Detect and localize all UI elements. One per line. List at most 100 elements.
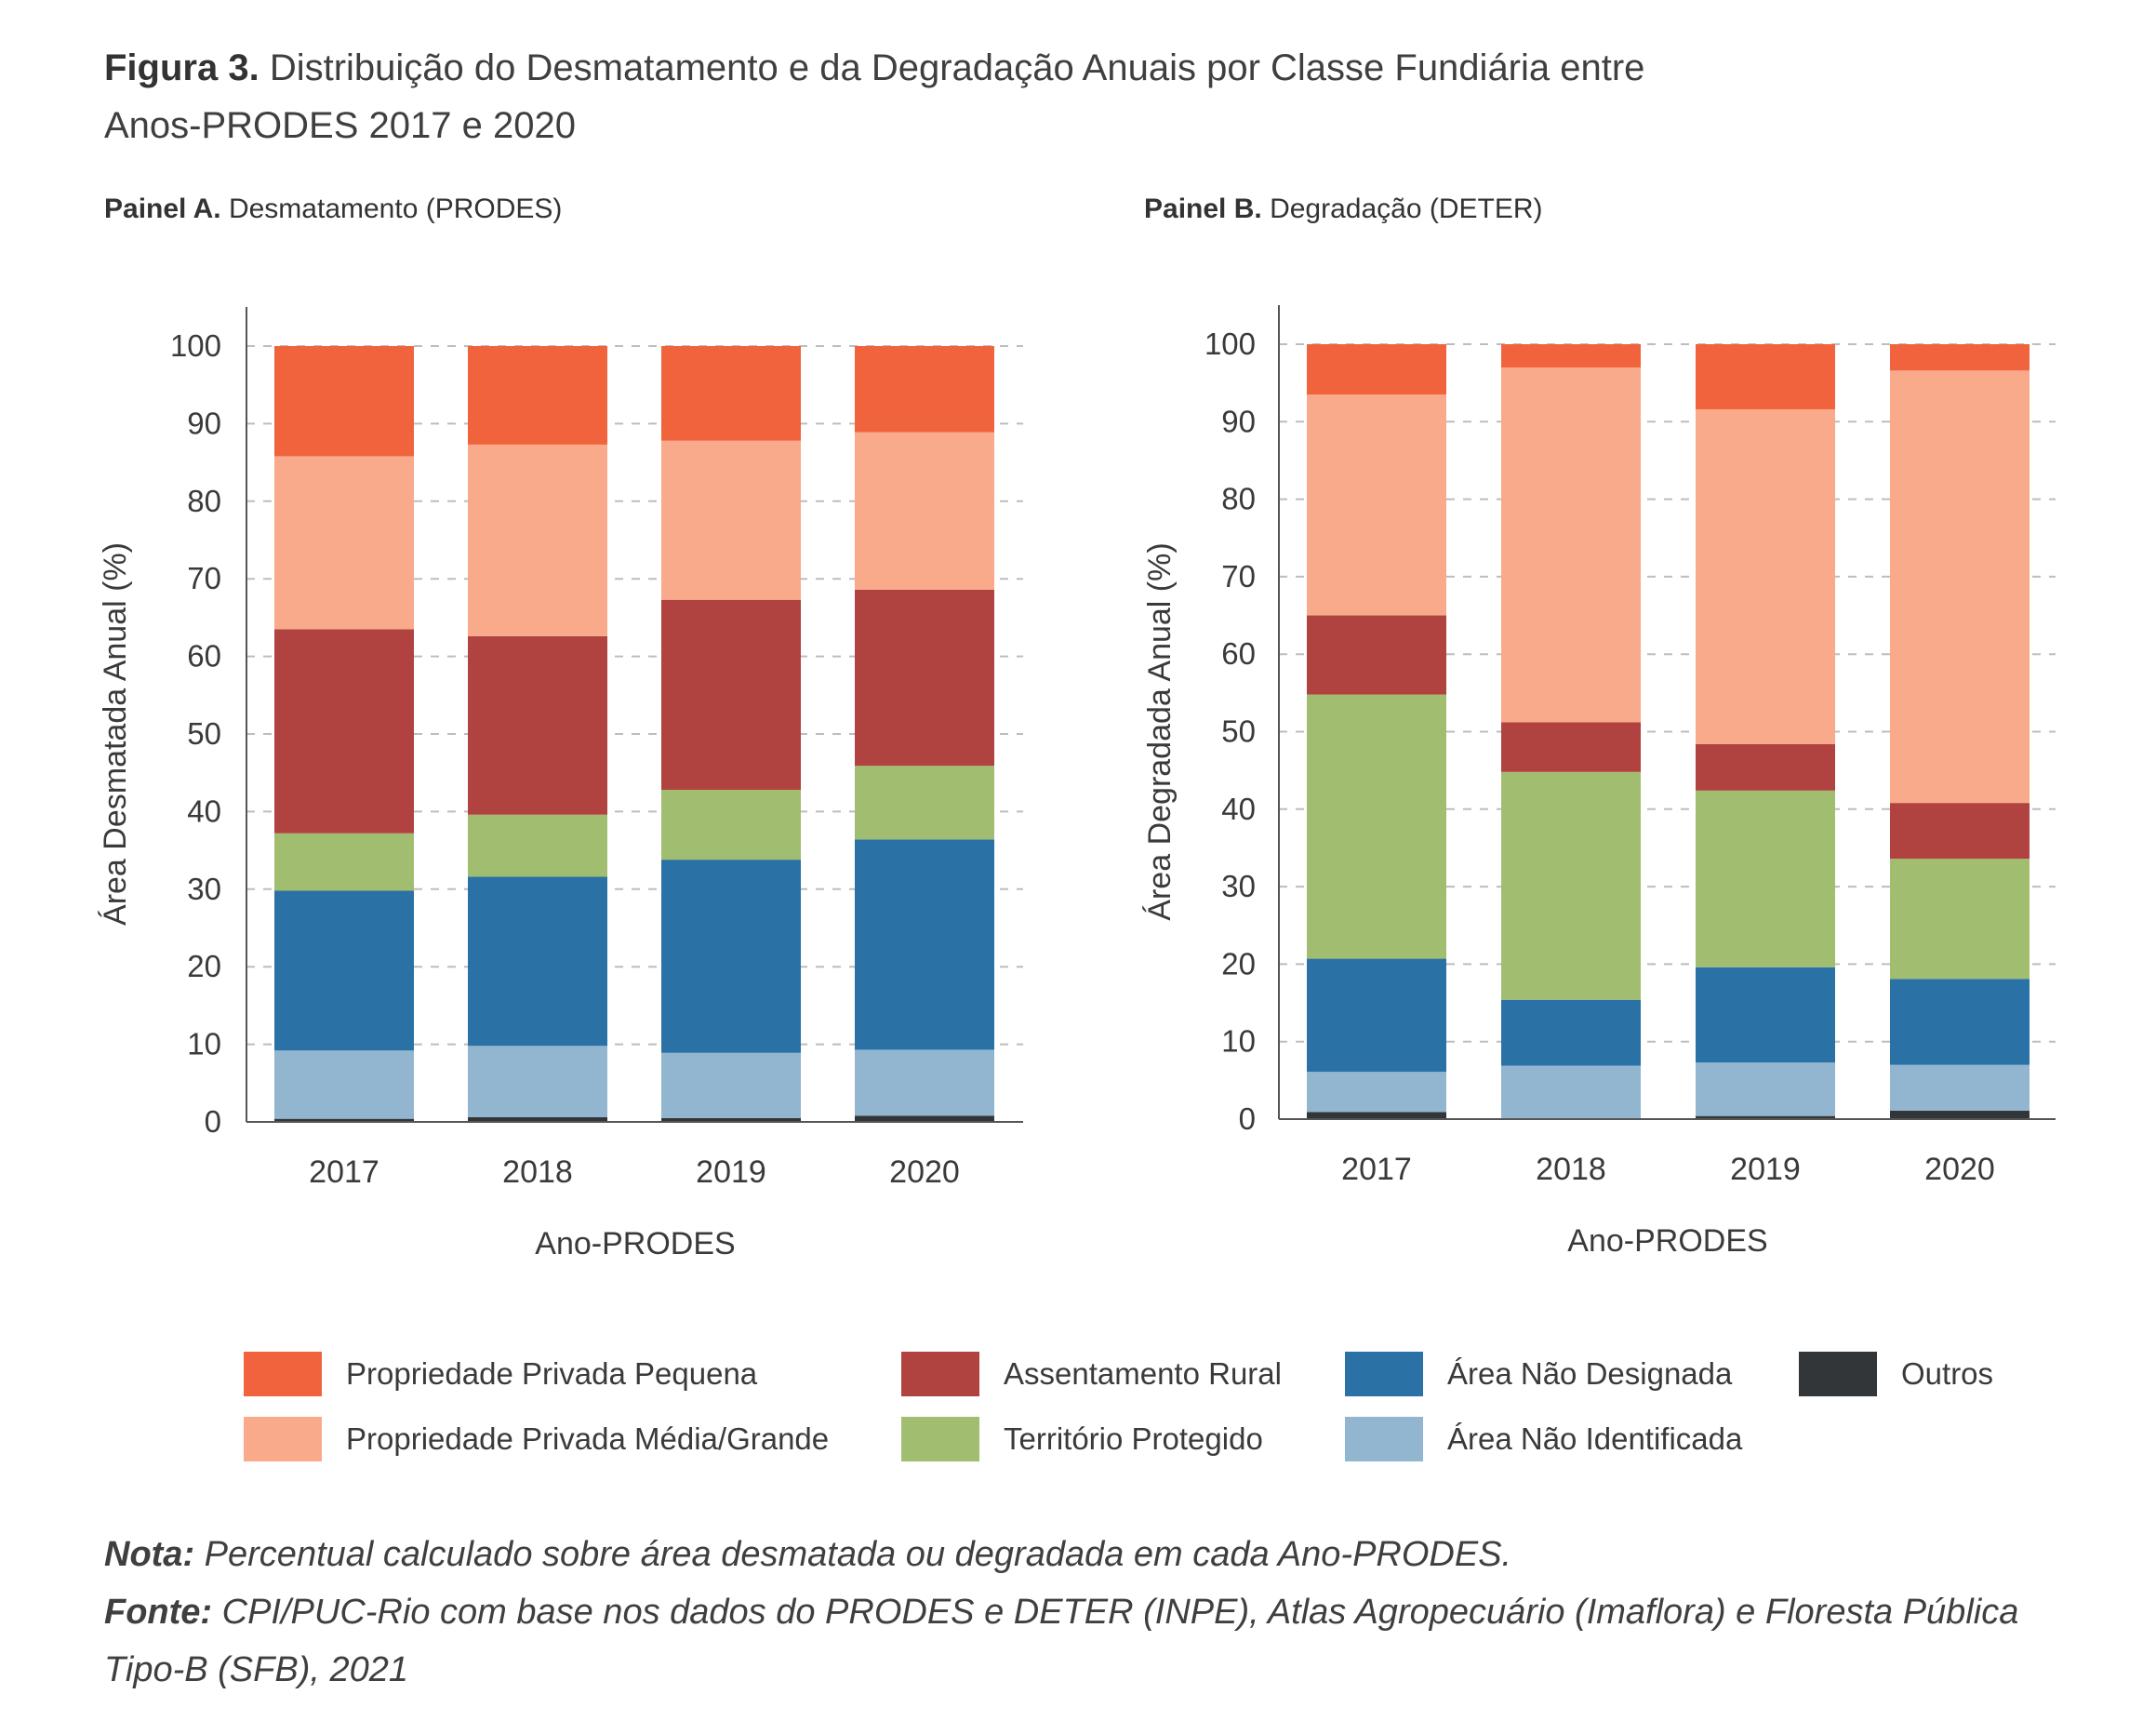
legend-label-nao-identificada: Área Não Identificada <box>1447 1421 1743 1456</box>
bar-segment-nao_identificada <box>468 1046 607 1117</box>
bar-segment-pequena <box>1696 344 1835 409</box>
panel-a-title-text: Desmatamento (PRODES) <box>228 193 563 224</box>
bar-segment-outros <box>1890 1110 2030 1119</box>
bar-segment-nao_designada <box>1307 958 1446 1073</box>
legend-swatch-outros <box>1799 1352 1877 1396</box>
bar-segment-assentamento <box>1696 743 1835 791</box>
y-tick-label: 0 <box>1239 1101 1256 1136</box>
y-tick-label: 50 <box>187 716 221 751</box>
x-tick-label: 2019 <box>1730 1152 1801 1187</box>
stacked-bar-charts: 0 10 20 30 40 50 60 70 80 90 100 2017 2018 2019 2020 An… <box>98 305 2056 1261</box>
y-tick-label: 30 <box>1221 869 1256 903</box>
legend-label-territorio: Território Protegido <box>1004 1421 1263 1456</box>
bar-segment-assentamento <box>1307 615 1446 695</box>
y-tick-label: 60 <box>1221 636 1256 671</box>
y-tick-label: 10 <box>187 1027 221 1061</box>
x-tick-label: 2020 <box>1924 1152 1995 1187</box>
legend-item-territorio: Território Protegido <box>901 1417 1263 1461</box>
bar-segment-outros <box>274 1118 414 1122</box>
bar-segment-outros <box>661 1117 801 1122</box>
x-tick-label: 2020 <box>889 1154 960 1190</box>
x-tick-label: 2019 <box>696 1154 766 1190</box>
y-tick-label: 20 <box>1221 946 1256 981</box>
legend-item-pequena: Propriedade Privada Pequena <box>244 1352 757 1396</box>
panel-b-title: Painel B. Degradação (DETER) <box>1144 193 1543 225</box>
figure-title: Figura 3. Distribuição do Desmatamento e… <box>104 39 2057 154</box>
source-line: Fonte: CPI/PUC-Rio com base nos dados do… <box>104 1583 2104 1699</box>
panel-a-title: Painel A. Desmatamento (PRODES) <box>104 193 562 225</box>
legend-label-outros: Outros <box>1901 1356 1994 1391</box>
legend-label-assentamento: Assentamento Rural <box>1004 1356 1282 1391</box>
bar-segment-nao_identificada <box>1890 1064 2030 1111</box>
bar-segment-nao_identificada <box>661 1052 801 1118</box>
bar-segment-territorio <box>468 814 607 877</box>
y-tick-label: 100 <box>1204 327 1256 361</box>
bar-segment-assentamento <box>855 589 994 767</box>
y-tick-label: 30 <box>187 872 221 906</box>
bar-segment-assentamento <box>1890 803 2030 860</box>
y-tick-label: 60 <box>187 639 221 674</box>
legend-item-media-grande: Propriedade Privada Média/Grande <box>244 1417 829 1461</box>
legend-label-media-grande: Propriedade Privada Média/Grande <box>346 1421 830 1456</box>
y-tick-label: 90 <box>1221 404 1256 438</box>
bar-segment-nao_designada <box>855 839 994 1050</box>
y-axis-title: Área Desmatada Anual (%) <box>98 542 133 926</box>
legend-label-pequena: Propriedade Privada Pequena <box>346 1356 758 1391</box>
panel-a-title-bold: Painel A. <box>104 193 221 224</box>
bar-segment-pequena <box>661 346 801 441</box>
figure-title-line2: Anos-PRODES 2017 e 2020 <box>104 105 576 146</box>
bar-segment-pequena <box>274 346 414 457</box>
legend-label-nao-designada: Área Não Designada <box>1447 1356 1733 1391</box>
legend-swatch-media-grande <box>244 1417 322 1461</box>
bar-segment-territorio <box>661 790 801 860</box>
y-tick-label: 40 <box>187 794 221 828</box>
bar-segment-territorio <box>1890 859 2030 980</box>
bar-segment-media_grande <box>1307 394 1446 616</box>
panel-a-chart: 0 10 20 30 40 50 60 70 80 90 100 2017 2018 2019 2020 An… <box>98 307 1023 1261</box>
bar-segment-outros <box>1696 1115 1835 1119</box>
bar-segment-media_grande <box>855 432 994 590</box>
bar-segment-nao_designada <box>1890 979 2030 1065</box>
bar-segment-nao_identificada <box>855 1049 994 1116</box>
y-tick-label: 70 <box>187 561 221 595</box>
legend-swatch-nao-identificada <box>1345 1417 1423 1461</box>
bar-segment-nao_designada <box>661 860 801 1053</box>
bar-segment-pequena <box>1501 344 1641 367</box>
bar-segment-media_grande <box>1890 370 2030 804</box>
bar-segment-territorio <box>1696 790 1835 967</box>
bar-segment-media_grande <box>1696 408 1835 744</box>
x-tick-label: 2017 <box>1341 1152 1412 1187</box>
bar-segment-nao_identificada <box>1696 1062 1835 1116</box>
y-tick-label: 10 <box>1221 1024 1256 1059</box>
bar-segment-pequena <box>1307 344 1446 395</box>
legend: Propriedade Privada Pequena Propriedade … <box>244 1352 2011 1491</box>
panel-b-title-text: Degradação (DETER) <box>1270 193 1543 224</box>
bar-segment-pequena <box>1890 344 2030 371</box>
source-label: Fonte: <box>104 1593 213 1632</box>
legend-item-assentamento: Assentamento Rural <box>901 1352 1282 1396</box>
bar-segment-media_grande <box>274 456 414 630</box>
y-tick-label: 20 <box>187 949 221 983</box>
bar-segment-nao_identificada <box>1501 1065 1641 1119</box>
panel-b-title-bold: Painel B. <box>1144 193 1262 224</box>
legend-swatch-assentamento <box>901 1352 979 1396</box>
y-tick-label: 40 <box>1221 792 1256 826</box>
bar-segment-territorio <box>855 766 994 840</box>
y-tick-label: 90 <box>187 406 221 440</box>
bar-segment-territorio <box>274 833 414 891</box>
note-text: Percentual calculado sobre área desmatad… <box>204 1535 1512 1574</box>
panel-b-chart: 0 10 20 30 40 50 60 70 80 90 100 2017 2018 2019 2020 An… <box>1142 305 2056 1259</box>
bar-segment-pequena <box>855 346 994 433</box>
bar-segment-assentamento <box>468 635 607 815</box>
bar-segment-outros <box>855 1115 994 1122</box>
y-tick-label: 50 <box>1221 714 1256 749</box>
bar-segment-nao_designada <box>468 876 607 1047</box>
x-tick-label: 2018 <box>1536 1152 1606 1187</box>
y-tick-label: 80 <box>187 484 221 518</box>
bar-segment-outros <box>468 1116 607 1122</box>
x-tick-label: 2017 <box>309 1154 379 1190</box>
x-axis-title: Ano-PRODES <box>535 1226 735 1261</box>
bar-segment-media_grande <box>661 440 801 600</box>
note-label: Nota: <box>104 1535 195 1574</box>
legend-item-nao-designada: Área Não Designada <box>1345 1352 1732 1396</box>
